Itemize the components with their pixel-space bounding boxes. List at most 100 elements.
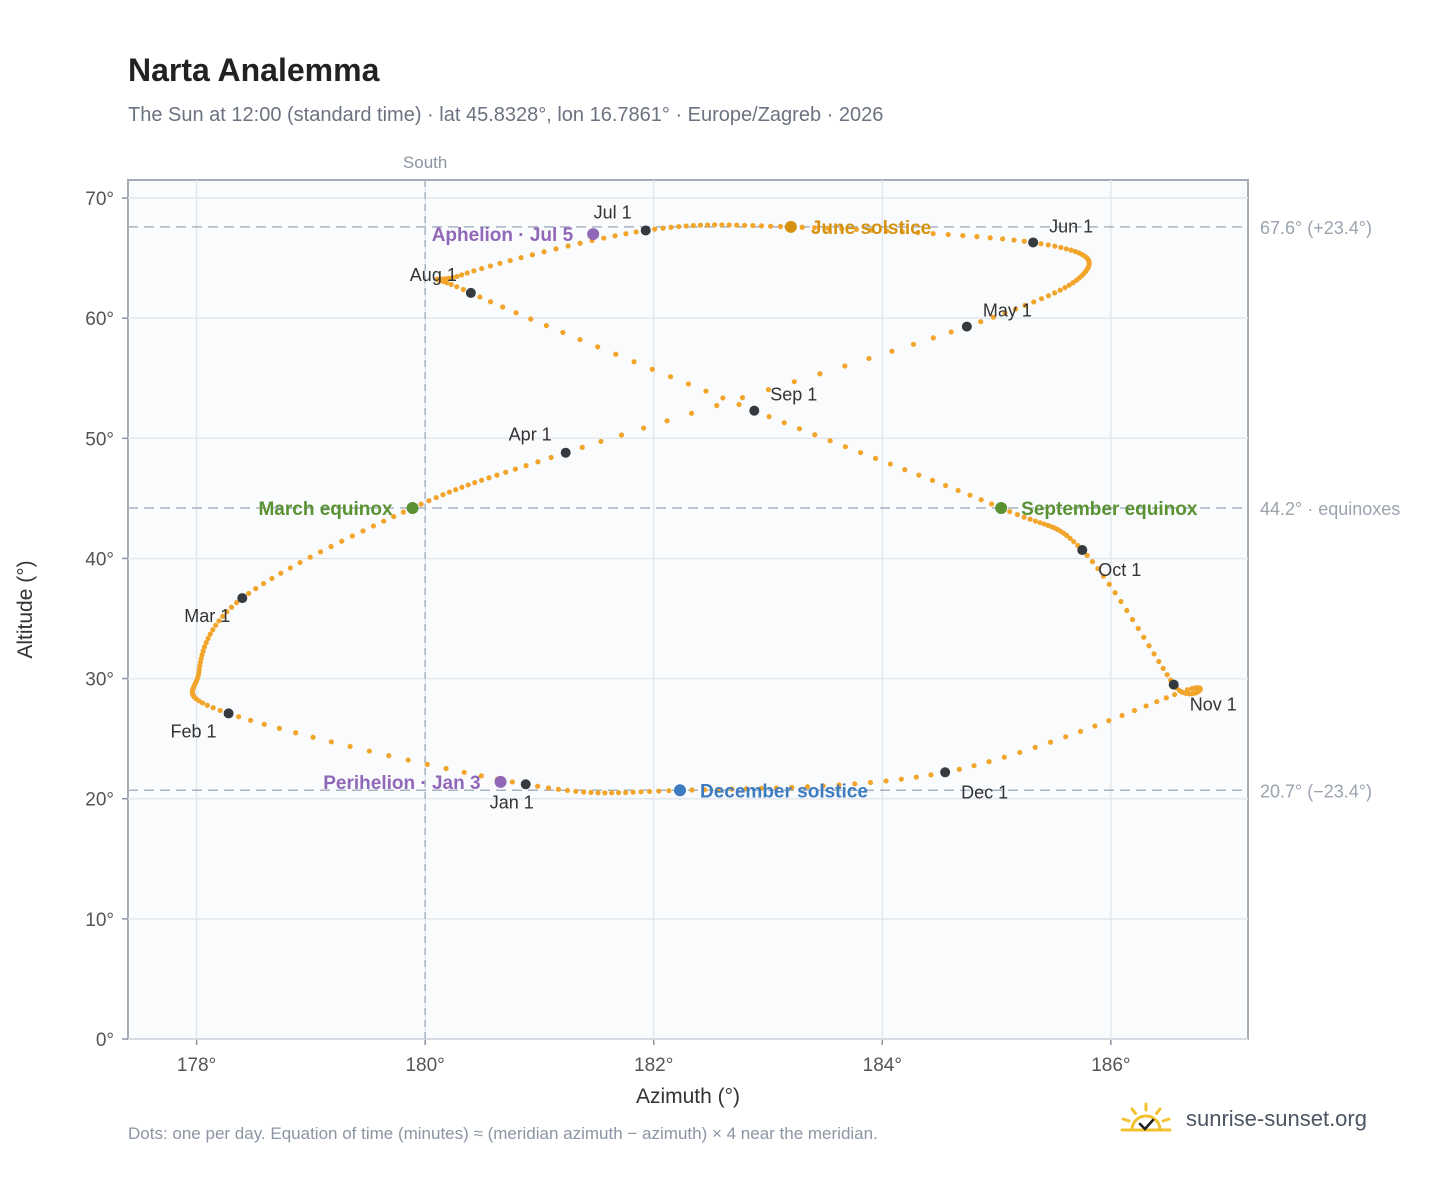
- daily-dot: [528, 316, 534, 322]
- daily-dot: [631, 359, 637, 365]
- daily-dot: [796, 426, 803, 432]
- daily-dot: [360, 528, 366, 534]
- daily-dot: [193, 696, 199, 702]
- daily-dot: [1196, 685, 1203, 691]
- daily-dot: [409, 505, 416, 511]
- daily-dot: [193, 678, 200, 684]
- daily-dot: [615, 790, 622, 796]
- daily-dot: [817, 371, 823, 377]
- daily-dot: [512, 466, 518, 472]
- daily-dot: [773, 785, 779, 791]
- event-marker: [784, 220, 797, 233]
- daily-dot: [1171, 681, 1177, 688]
- daily-dot: [204, 702, 210, 708]
- x-tick-label: 180°: [405, 1055, 444, 1076]
- brand[interactable]: sunrise-sunset.org: [1118, 1102, 1367, 1136]
- daily-dot: [1007, 508, 1013, 515]
- daily-dot: [486, 475, 492, 481]
- daily-dot: [967, 492, 973, 498]
- daily-dot: [1184, 687, 1191, 693]
- daily-dot: [461, 769, 467, 775]
- daily-dot: [1197, 686, 1203, 692]
- daily-dot: [236, 714, 242, 720]
- daily-dot: [609, 790, 615, 796]
- daily-dot: [317, 549, 324, 555]
- daily-dot: [1160, 665, 1166, 672]
- daily-dot: [465, 482, 471, 488]
- daily-dot: [1052, 290, 1058, 296]
- daily-dot: [444, 280, 450, 286]
- daily-dot: [1063, 246, 1069, 252]
- month-label: Mar 1: [184, 606, 230, 626]
- daily-dot: [555, 786, 562, 792]
- event-label: Perihelion · Jan 3: [323, 773, 480, 794]
- daily-dot: [503, 469, 509, 475]
- daily-dot: [1195, 688, 1201, 695]
- daily-dot: [1011, 237, 1017, 243]
- daily-dot: [720, 395, 726, 401]
- daily-dot: [297, 559, 303, 566]
- daily-dot: [868, 227, 875, 233]
- daily-dot: [210, 705, 216, 711]
- daily-dot: [1021, 514, 1027, 520]
- daily-dot: [253, 585, 259, 592]
- x-axis-title: Azimuth (°): [636, 1085, 740, 1108]
- daily-dot: [435, 276, 442, 282]
- daily-dot: [978, 497, 984, 503]
- daily-dot: [479, 265, 485, 272]
- daily-dot: [1067, 535, 1073, 541]
- daily-dot: [929, 477, 936, 483]
- daily-dot: [434, 276, 440, 283]
- daily-dot: [213, 622, 219, 628]
- event-label: March equinox: [258, 499, 393, 520]
- daily-dot: [565, 243, 571, 249]
- daily-dot: [1183, 690, 1189, 696]
- daily-dot: [190, 686, 196, 693]
- daily-dot: [1041, 521, 1047, 527]
- daily-dot: [440, 276, 446, 282]
- daily-dot: [1180, 689, 1186, 695]
- daily-dot: [1058, 528, 1064, 534]
- daily-dot: [203, 640, 209, 646]
- daily-dot: [649, 366, 655, 372]
- daily-dot: [1030, 239, 1036, 246]
- daily-dot: [1196, 687, 1203, 694]
- reference-lines: [128, 180, 1248, 1039]
- daily-dot: [518, 255, 524, 261]
- daily-dot: [668, 224, 674, 230]
- daily-dot: [261, 721, 267, 727]
- month-label: Jun 1: [1049, 216, 1093, 236]
- daily-dot: [497, 260, 503, 266]
- daily-dot: [459, 272, 465, 278]
- daily-dot: [347, 743, 353, 750]
- daily-dot: [194, 675, 201, 682]
- y-tick-label: 70°: [85, 189, 114, 210]
- daily-dot: [189, 690, 196, 696]
- daily-dot: [216, 618, 222, 624]
- daily-dot: [426, 498, 432, 504]
- daily-dot: [689, 787, 695, 793]
- reference-label: 67.6° (+23.4°): [1260, 218, 1372, 238]
- chart-subtitle: The Sun at 12:00 (standard time) · lat 4…: [128, 104, 884, 126]
- daily-dot: [690, 222, 696, 229]
- daily-dot: [987, 235, 993, 241]
- daily-dot: [435, 277, 442, 283]
- daily-dot: [1095, 565, 1101, 572]
- daily-dot: [579, 444, 585, 450]
- daily-dot: [220, 613, 226, 619]
- daily-dot: [942, 482, 949, 489]
- daily-dot: [825, 225, 831, 231]
- daily-dot: [197, 663, 203, 669]
- daily-dot: [260, 580, 267, 587]
- daily-dot: [1164, 672, 1170, 678]
- daily-dot: [460, 286, 466, 293]
- daily-dot: [442, 276, 449, 282]
- brand-name[interactable]: sunrise-sunset.org: [1186, 1106, 1367, 1131]
- daily-dot: [703, 388, 709, 394]
- daily-dot: [623, 231, 629, 237]
- daily-dot: [899, 229, 905, 235]
- daily-dot: [278, 570, 284, 576]
- daily-dot: [1106, 581, 1112, 587]
- daily-dot: [1048, 524, 1055, 530]
- daily-dot: [192, 680, 199, 686]
